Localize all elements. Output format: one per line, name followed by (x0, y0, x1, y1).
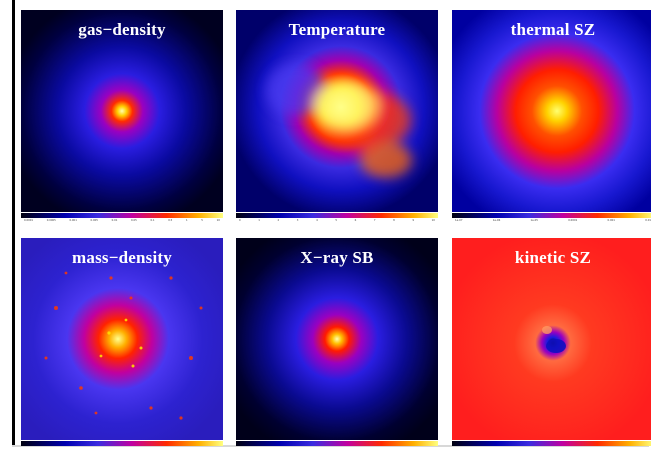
panel-kinetic-sz: kinetic SZ (452, 238, 651, 458)
tick-label: 0.005 (90, 219, 98, 222)
tick-label: 9 (412, 219, 415, 222)
x-ray-sb-map (236, 238, 438, 440)
panel-title: X−ray SB (300, 248, 374, 267)
temperature-map (236, 10, 438, 212)
tick-label: 5 (335, 219, 337, 222)
panel-title: Temperature (288, 20, 386, 39)
tick-label: 2 (277, 219, 280, 222)
tick-label: 3 (296, 219, 299, 222)
tick-label: 8 (393, 219, 395, 222)
colorbar-ticks: 1e-07 1e-06 1e-05 0.0001 0.001 0.01 (452, 219, 651, 225)
gas-density-map (21, 10, 223, 212)
panel-gas-density: gas−density 0.0001 0.0005 0.001 0.005 0.… (21, 10, 223, 230)
figure-bottom-border (12, 445, 649, 447)
tick-label: 10 (431, 219, 435, 222)
colorbar (21, 213, 223, 218)
tick-label: 0.0005 (46, 219, 56, 222)
panel-mass-density: mass−density (21, 238, 223, 458)
tick-label: 0.01 (111, 219, 118, 222)
tick-label: 0.0001 (568, 219, 578, 222)
kinetic-sz-map (452, 238, 651, 440)
panel-title: gas−density (78, 20, 166, 39)
panel-title: kinetic SZ (514, 248, 592, 267)
panel-temperature: Temperature 0 1 2 3 4 5 6 7 8 9 10 (236, 10, 438, 230)
colorbar-ticks: 0 1 2 3 4 5 6 7 8 9 10 (236, 219, 438, 225)
tick-label: 0.0001 (24, 219, 34, 222)
colorbar (452, 213, 651, 218)
colorbar (236, 441, 438, 446)
tick-label: 6 (354, 219, 357, 222)
figure-left-border (12, 0, 15, 447)
tick-label: 5 (201, 219, 203, 222)
thermal-sz-map (452, 10, 651, 212)
tick-label: 0.001 (69, 219, 77, 222)
tick-label: 0.05 (131, 219, 137, 222)
tick-label: 10 (216, 219, 220, 222)
panel-thermal-sz: thermal SZ 1e-07 1e-06 1e-05 0.0001 0.00… (452, 10, 651, 230)
tick-label: 4 (316, 219, 318, 222)
tick-label: 7 (373, 219, 376, 222)
tick-label: 1e-07 (455, 219, 463, 222)
tick-label: 1e-06 (492, 219, 501, 222)
panel-x-ray-sb: X−ray SB (236, 238, 438, 458)
panel-title: mass−density (72, 248, 172, 267)
mass-density-map (21, 238, 223, 440)
tick-label: 1 (185, 219, 188, 222)
figure-frame: gas−density 0.0001 0.0005 0.001 0.005 0.… (12, 0, 651, 447)
tick-label: 0.001 (607, 219, 615, 222)
tick-label: 0 (239, 219, 241, 222)
colorbar-ticks: 0.0001 0.0005 0.001 0.005 0.01 0.05 0.1 … (21, 219, 223, 225)
tick-label: 1e-05 (530, 219, 538, 222)
tick-label: 0.01 (645, 219, 651, 222)
tick-label: 0.1 (150, 219, 155, 222)
tick-label: 1 (258, 219, 260, 222)
panel-title: thermal SZ (510, 20, 596, 39)
colorbar (21, 441, 223, 446)
colorbar (236, 213, 438, 218)
tick-label: 0.5 (168, 219, 173, 222)
colorbar (452, 441, 651, 446)
